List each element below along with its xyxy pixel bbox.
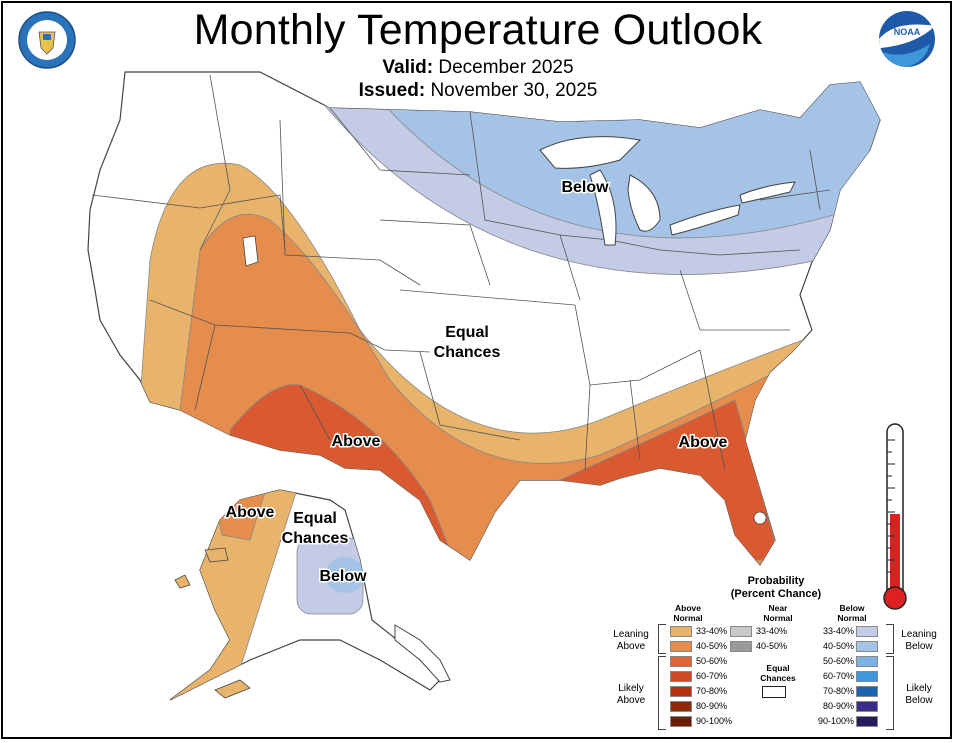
- page-title: Monthly Temperature Outlook: [193, 6, 763, 54]
- probability-legend: Probability (Percent Chance) Above Norma…: [606, 573, 946, 733]
- label-below-great-lakes: Below: [561, 179, 609, 196]
- noaa-logo-text: NOAA: [894, 27, 921, 37]
- legend-above-swatch: [670, 671, 692, 682]
- legend-leaning-above: Leaning Above: [613, 629, 649, 652]
- legend-below-swatch: [856, 641, 878, 652]
- legend-above-swatch: [670, 686, 692, 697]
- legend-head-above: Above Normal: [673, 603, 703, 623]
- label-above-southeast: Above: [679, 434, 728, 451]
- legend-above-range-label: 80-90%: [696, 701, 728, 711]
- legend-near-range-label: 33-40%: [756, 626, 788, 636]
- legend-likely-below: Likely Below: [905, 683, 933, 706]
- great-salt-lake: [242, 235, 259, 267]
- valid-value: December 2025: [438, 57, 574, 78]
- legend-near-range-label: 40-50%: [756, 641, 788, 651]
- lake-okeechobee: [753, 511, 767, 525]
- legend-below-swatch: [856, 701, 878, 712]
- thermometer-icon: [883, 423, 907, 610]
- legend-near-swatch: [730, 641, 752, 652]
- state-lines: [91, 74, 831, 471]
- noaa-logo-icon: NOAA: [879, 11, 935, 67]
- alaska-below-40-region: [325, 557, 365, 593]
- conus-map: [87, 71, 881, 567]
- legend-above-range-label: 50-60%: [696, 656, 728, 666]
- legend-near-swatch: [730, 626, 752, 637]
- legend-equal-chances: Equal Chances: [760, 663, 796, 683]
- legend-below-range-label: 90-100%: [817, 716, 854, 726]
- brace-leaning-below: [886, 624, 894, 654]
- issued-line: Issued: November 30, 2025: [0, 80, 956, 102]
- legend-below-swatch: [856, 626, 878, 637]
- label-below-alaska: Below: [319, 568, 367, 585]
- legend-above-swatch: [670, 641, 692, 652]
- legend-above-swatch: [670, 656, 692, 667]
- label-above-alaska: Above: [226, 504, 275, 521]
- label-equal-alaska-1: Equal: [293, 510, 337, 527]
- legend-below-swatch: [856, 656, 878, 667]
- commerce-seal-icon: [18, 11, 76, 69]
- issued-label: Issued:: [358, 80, 426, 101]
- legend-below-range-label: 33-40%: [822, 626, 854, 636]
- legend-above-range-label: 60-70%: [696, 671, 728, 681]
- label-above-southwest: Above: [332, 433, 381, 450]
- valid-label: Valid:: [382, 57, 434, 78]
- legend-below-swatch: [856, 716, 878, 727]
- brace-leaning-above: [658, 624, 666, 654]
- legend-likely-above: Likely Above: [616, 683, 646, 706]
- legend-above-range-label: 70-80%: [696, 686, 728, 696]
- legend-above-range-label: 40-50%: [696, 641, 728, 651]
- legend-below-range-label: 40-50%: [822, 641, 854, 651]
- brace-likely-above: [658, 656, 666, 730]
- valid-line: Valid: December 2025: [0, 57, 956, 79]
- label-equal-alaska-2: Chances: [282, 530, 349, 547]
- legend-above-swatch: [670, 716, 692, 727]
- legend-above-swatch: [670, 701, 692, 712]
- label-equal-conus-2: Chances: [434, 344, 501, 361]
- legend-above-range-label: 33-40%: [696, 626, 728, 636]
- brace-likely-below: [886, 656, 894, 730]
- label-equal-conus-1: Equal: [445, 324, 489, 341]
- legend-head-below: Below Normal: [837, 603, 867, 623]
- legend-above-swatch: [670, 626, 692, 637]
- legend-below-swatch: [856, 671, 878, 682]
- legend-below-range-label: 60-70%: [822, 671, 854, 681]
- legend-below-swatch: [856, 686, 878, 697]
- legend-below-range-label: 80-90%: [822, 701, 854, 711]
- great-lakes: [539, 136, 796, 246]
- issued-value: November 30, 2025: [430, 80, 598, 101]
- legend-head-near: Near Normal: [763, 603, 793, 623]
- legend-leaning-below: Leaning Below: [901, 629, 937, 652]
- legend-below-range-label: 70-80%: [822, 686, 854, 696]
- legend-title: Probability (Percent Chance): [730, 575, 822, 600]
- legend-equal-swatch: [762, 686, 786, 698]
- legend-above-range-label: 90-100%: [696, 716, 733, 726]
- legend-below-range-label: 50-60%: [822, 656, 854, 666]
